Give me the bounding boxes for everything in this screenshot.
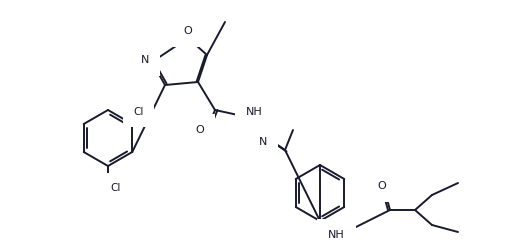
- Text: O: O: [378, 181, 386, 191]
- Text: O: O: [195, 125, 205, 135]
- Text: N: N: [259, 137, 267, 147]
- Text: O: O: [184, 26, 192, 36]
- Text: NH: NH: [246, 107, 263, 117]
- Text: Cl: Cl: [110, 183, 120, 193]
- Text: Cl: Cl: [133, 107, 144, 117]
- Text: N: N: [141, 55, 149, 65]
- Text: NH: NH: [328, 230, 345, 240]
